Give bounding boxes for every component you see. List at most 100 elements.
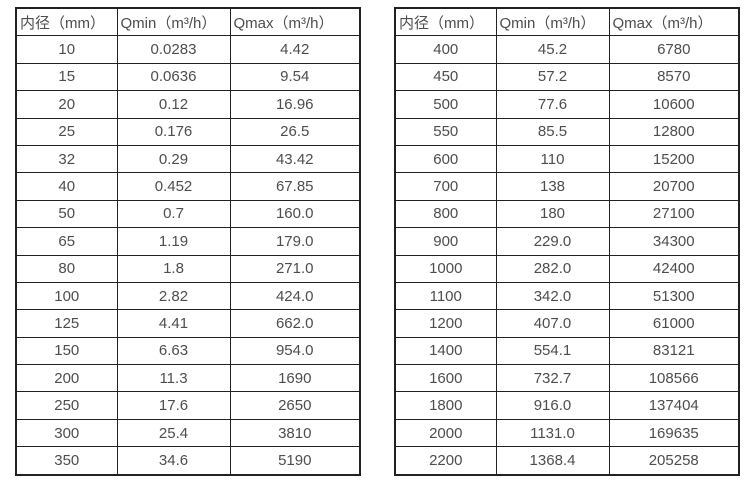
table-cell: 1100 <box>394 281 497 311</box>
table-row: 50 0.7 160.0 <box>15 199 361 229</box>
table-cell: 271.0 <box>229 254 361 283</box>
table-row: 125 4.41 662.0 <box>15 309 361 338</box>
table-row: 65 1.19 179.0 <box>15 227 361 256</box>
table-cell: 0.0283 <box>116 35 231 64</box>
table-row: 1600 732.7 108566 <box>394 364 740 393</box>
table-cell: 1600 <box>394 364 497 393</box>
table-row: 25 0.176 26.5 <box>15 117 361 146</box>
table-cell: 34.6 <box>116 446 231 476</box>
table-cell: 662.0 <box>229 309 361 338</box>
column-header-qmin: Qmin（m³/h） <box>116 7 231 37</box>
column-header-qmax: Qmax（m³/h） <box>608 7 740 37</box>
table-cell: 100 <box>15 281 118 311</box>
table-cell: 350 <box>15 446 118 476</box>
table-cell: 300 <box>15 418 118 448</box>
table-cell: 169635 <box>608 418 740 448</box>
table-cell: 6.63 <box>116 336 231 366</box>
table-cell: 0.452 <box>116 172 231 201</box>
table-row: 550 85.5 12800 <box>394 117 740 146</box>
table-row: 400 45.2 6780 <box>394 35 740 64</box>
table-cell: 34300 <box>608 227 740 256</box>
table-row: 32 0.29 43.42 <box>15 144 361 174</box>
table-cell: 110 <box>495 144 610 174</box>
table-cell: 80 <box>15 254 118 283</box>
table-cell: 6780 <box>608 35 740 64</box>
table-cell: 900 <box>394 227 497 256</box>
table-cell: 500 <box>394 90 497 119</box>
table-cell: 1200 <box>394 309 497 338</box>
table-cell: 3810 <box>229 418 361 448</box>
table-row: 300 25.4 3810 <box>15 418 361 448</box>
table-header-row: 内径（mm） Qmin（m³/h） Qmax（m³/h） <box>394 7 740 37</box>
table-cell: 0.29 <box>116 144 231 174</box>
table-cell: 179.0 <box>229 227 361 256</box>
table-row: 600 110 15200 <box>394 144 740 174</box>
flow-spec-table-small-diameters: 内径（mm） Qmin（m³/h） Qmax（m³/h） 10 0.0283 4.4… <box>15 7 361 476</box>
table-cell: 25 <box>15 117 118 146</box>
table-cell: 85.5 <box>495 117 610 146</box>
column-header-qmin: Qmin（m³/h） <box>495 7 610 37</box>
table-cell: 2.82 <box>116 281 231 311</box>
table-cell: 150 <box>15 336 118 366</box>
column-header-diameter: 内径（mm） <box>15 7 118 37</box>
table-cell: 45.2 <box>495 35 610 64</box>
table-cell: 17.6 <box>116 391 231 420</box>
table-cell: 407.0 <box>495 309 610 338</box>
table-cell: 65 <box>15 227 118 256</box>
table-header-row: 内径（mm） Qmin（m³/h） Qmax（m³/h） <box>15 7 361 37</box>
table-cell: 1.19 <box>116 227 231 256</box>
table-cell: 229.0 <box>495 227 610 256</box>
table-cell: 5190 <box>229 446 361 476</box>
table-cell: 2650 <box>229 391 361 420</box>
table-cell: 250 <box>15 391 118 420</box>
table-cell: 15 <box>15 62 118 92</box>
table-row: 1100 342.0 51300 <box>394 281 740 311</box>
table-cell: 450 <box>394 62 497 92</box>
table-cell: 160.0 <box>229 199 361 229</box>
table-row: 2200 1368.4 205258 <box>394 446 740 476</box>
table-cell: 180 <box>495 199 610 229</box>
table-row: 500 77.6 10600 <box>394 90 740 119</box>
table-cell: 10 <box>15 35 118 64</box>
table-row: 1800 916.0 137404 <box>394 391 740 420</box>
table-cell: 27100 <box>608 199 740 229</box>
table-cell: 554.1 <box>495 336 610 366</box>
table-row: 450 57.2 8570 <box>394 62 740 92</box>
table-cell: 50 <box>15 199 118 229</box>
table-cell: 51300 <box>608 281 740 311</box>
table-cell: 342.0 <box>495 281 610 311</box>
table-cell: 916.0 <box>495 391 610 420</box>
column-header-diameter: 内径（mm） <box>394 7 497 37</box>
table-cell: 4.41 <box>116 309 231 338</box>
table-cell: 0.12 <box>116 90 231 119</box>
table-cell: 1.8 <box>116 254 231 283</box>
table-cell: 108566 <box>608 364 740 393</box>
table-cell: 77.6 <box>495 90 610 119</box>
table-cell: 600 <box>394 144 497 174</box>
table-cell: 0.7 <box>116 199 231 229</box>
table-row: 900 229.0 34300 <box>394 227 740 256</box>
table-cell: 1400 <box>394 336 497 366</box>
table-cell: 26.5 <box>229 117 361 146</box>
table-cell: 20 <box>15 90 118 119</box>
table-cell: 137404 <box>608 391 740 420</box>
table-cell: 0.176 <box>116 117 231 146</box>
table-row: 200 11.3 1690 <box>15 364 361 393</box>
column-header-qmax: Qmax（m³/h） <box>229 7 361 37</box>
table-cell: 954.0 <box>229 336 361 366</box>
table-cell: 32 <box>15 144 118 174</box>
table-cell: 732.7 <box>495 364 610 393</box>
table-cell: 205258 <box>608 446 740 476</box>
table-cell: 20700 <box>608 172 740 201</box>
table-cell: 4.42 <box>229 35 361 64</box>
table-cell: 1368.4 <box>495 446 610 476</box>
table-cell: 424.0 <box>229 281 361 311</box>
table-cell: 83121 <box>608 336 740 366</box>
table-cell: 25.4 <box>116 418 231 448</box>
table-cell: 400 <box>394 35 497 64</box>
table-cell: 40 <box>15 172 118 201</box>
table-cell: 16.96 <box>229 90 361 119</box>
table-cell: 550 <box>394 117 497 146</box>
table-row: 15 0.0636 9.54 <box>15 62 361 92</box>
